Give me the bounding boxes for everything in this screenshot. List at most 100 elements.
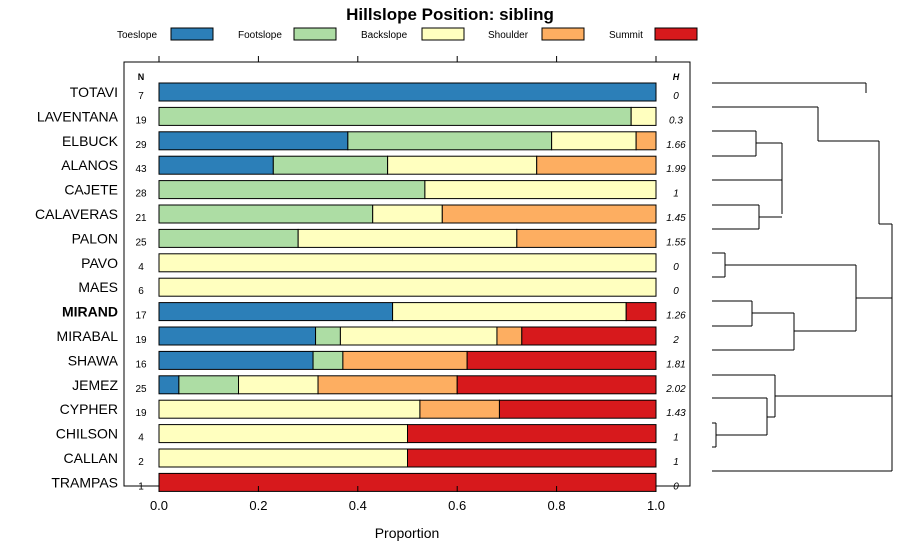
bar-segment-footslope <box>315 326 341 346</box>
x-tick-label: 0.8 <box>548 498 566 513</box>
n-value: 43 <box>135 164 147 175</box>
legend-swatch-backslope <box>421 27 465 41</box>
bar-segment-backslope <box>392 302 627 322</box>
soil-label: ELBUCK <box>62 133 119 149</box>
bar-segment-backslope <box>551 131 637 151</box>
row-chilson: CHILSON 4 1 <box>56 424 679 444</box>
h-value: 1 <box>673 189 679 200</box>
bar-segment-summit <box>456 375 657 395</box>
h-value: 1.81 <box>666 359 685 370</box>
bar-segment-summit <box>158 472 657 492</box>
h-value: 1 <box>673 433 679 444</box>
bar-segment-backslope <box>158 253 657 273</box>
soil-label: TOTAVI <box>70 84 118 100</box>
soil-label: ALANOS <box>61 157 118 173</box>
legend-swatch-footslope <box>293 27 337 41</box>
row-pavo: PAVO 4 0 <box>81 253 679 273</box>
n-value: 2 <box>138 457 144 468</box>
bar-segment-backslope <box>387 155 538 175</box>
h-value: 0 <box>673 286 679 297</box>
row-mirabal: MIRABAL 19 2 <box>57 326 679 346</box>
h-value: 0 <box>673 91 679 102</box>
bar-segment-toeslope <box>158 375 180 395</box>
h-value: 1.45 <box>666 213 686 224</box>
n-value: 4 <box>138 433 144 444</box>
soil-label: CALAVERAS <box>35 206 118 222</box>
h-value: 2.02 <box>665 384 686 395</box>
legend-swatch-summit <box>654 27 698 41</box>
h-value: 0 <box>673 262 679 273</box>
bar-segment-backslope <box>238 375 319 395</box>
bar-segment-backslope <box>158 424 408 444</box>
bar-segment-backslope <box>372 204 443 224</box>
bar-segment-backslope <box>297 228 518 248</box>
soil-label: MAES <box>78 279 118 295</box>
bar-segment-footslope <box>178 375 240 395</box>
bar-segment-summit <box>407 424 657 444</box>
bar-segment-backslope <box>158 277 657 297</box>
soil-label: PALON <box>72 230 118 246</box>
legend-swatch-shoulder <box>541 27 585 41</box>
chart-title: Hillslope Position: sibling <box>346 5 554 24</box>
bar-segment-backslope <box>339 326 498 346</box>
bar-segment-backslope <box>424 180 657 200</box>
row-trampas: TRAMPAS 1 0 <box>51 472 679 492</box>
n-value: 1 <box>138 481 144 492</box>
n-value: 19 <box>135 408 147 419</box>
soil-label: CYPHER <box>60 401 118 417</box>
row-shawa: SHAWA 16 1.81 <box>68 350 686 370</box>
x-tick-label: 0.6 <box>448 498 466 513</box>
h-value: 1.55 <box>666 237 686 248</box>
n-value: 28 <box>135 189 147 200</box>
bar-rows: TOTAVI 7 0 LAVENTANA 19 0.3 ELBUCK 29 1.66 ALANOS… <box>35 82 686 492</box>
row-mirand: MIRAND 17 1.26 <box>62 302 686 322</box>
x-tick-label: 0.2 <box>249 498 267 513</box>
h-value: 1 <box>673 457 679 468</box>
x-tick-label: 0.0 <box>150 498 168 513</box>
n-value: 25 <box>135 384 147 395</box>
h-value: 0.3 <box>669 115 683 126</box>
x-tick-label: 0.4 <box>349 498 367 513</box>
bar-segment-toeslope <box>158 155 274 175</box>
row-jemez: JEMEZ 25 2.02 <box>72 375 686 395</box>
h-value: 1.99 <box>666 164 686 175</box>
n-value: 19 <box>135 335 147 346</box>
soil-label: LAVENTANA <box>37 108 119 124</box>
legend-label-toeslope: Toeslope <box>117 30 157 41</box>
h-value: 2 <box>672 335 679 346</box>
n-value: 16 <box>135 359 147 370</box>
h-value: 1.26 <box>666 311 686 322</box>
n-value: 25 <box>135 237 147 248</box>
row-maes: MAES 6 0 <box>78 277 679 297</box>
bar-segment-toeslope <box>158 82 657 102</box>
h-value: 0 <box>673 481 679 492</box>
bar-segment-footslope <box>312 350 344 370</box>
row-elbuck: ELBUCK 29 1.66 <box>62 131 686 151</box>
bar-segment-summit <box>521 326 657 346</box>
bar-segment-footslope <box>158 180 426 200</box>
bar-segment-shoulder <box>536 155 657 175</box>
bar-segment-footslope <box>158 204 374 224</box>
bar-segment-toeslope <box>158 326 317 346</box>
n-value: 19 <box>135 115 147 126</box>
bar-segment-toeslope <box>158 302 394 322</box>
h-value: 1.43 <box>666 408 686 419</box>
row-cajete: CAJETE 28 1 <box>64 180 679 200</box>
legend: Toeslope Footslope Backslope Shoulder Summit <box>117 27 698 41</box>
soil-label: JEMEZ <box>72 377 118 393</box>
x-tick-label: 1.0 <box>647 498 665 513</box>
bar-segment-backslope <box>158 399 421 419</box>
bar-segment-shoulder <box>342 350 468 370</box>
bar-segment-footslope <box>347 131 553 151</box>
n-value: 7 <box>138 91 144 102</box>
n-value: 21 <box>135 213 147 224</box>
bar-segment-backslope <box>158 448 408 468</box>
legend-label-shoulder: Shoulder <box>488 30 529 41</box>
bar-segment-footslope <box>272 155 389 175</box>
soil-label: CHILSON <box>56 426 118 442</box>
row-calaveras: CALAVERAS 21 1.45 <box>35 204 686 224</box>
n-value: 6 <box>138 286 144 297</box>
soil-label: PAVO <box>81 255 118 271</box>
soil-label: MIRAND <box>62 304 118 320</box>
